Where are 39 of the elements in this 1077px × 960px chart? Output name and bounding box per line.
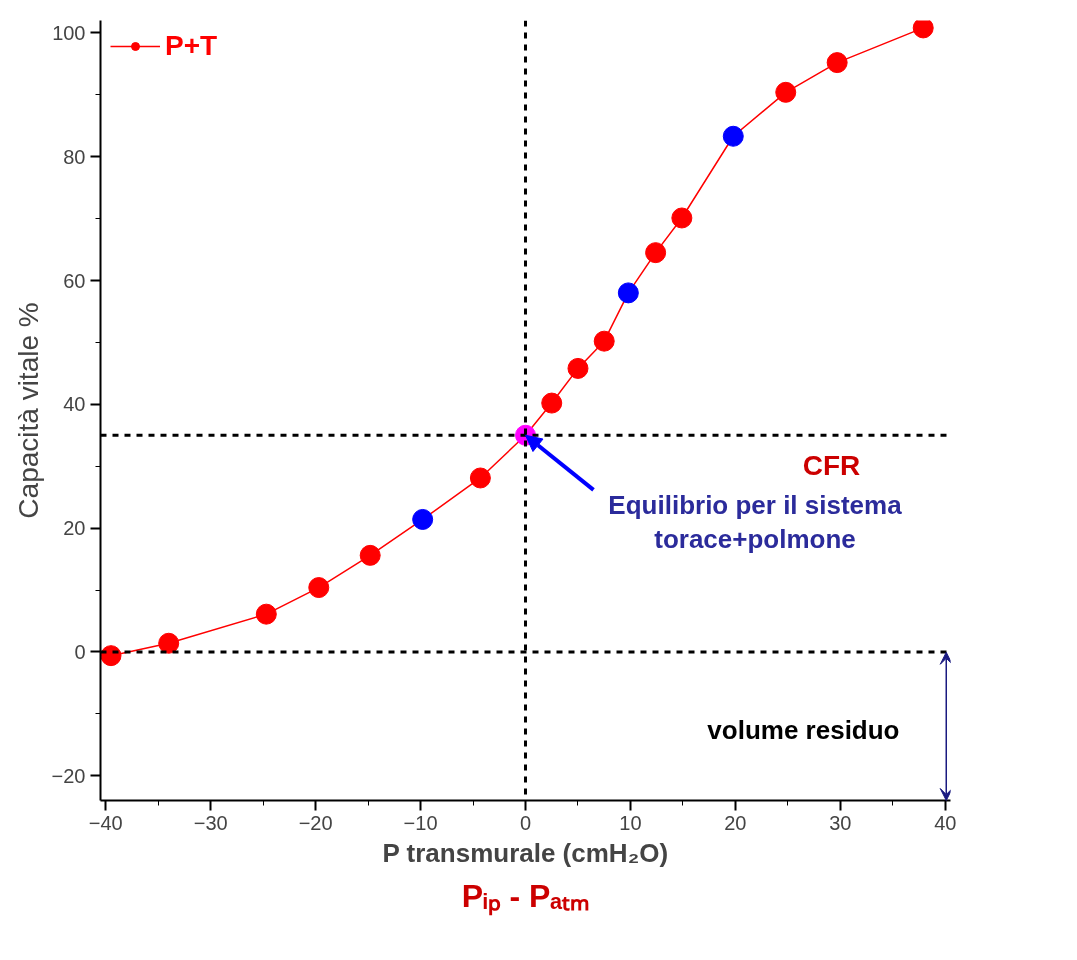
- x-tick-label: −30: [193, 811, 228, 834]
- point: [541, 392, 563, 414]
- point: [359, 544, 381, 566]
- y-tick-label: −20: [51, 764, 86, 787]
- y-tick-label: 100: [52, 21, 86, 44]
- annotation: Equilibrio per il sistema torace+polmone: [608, 490, 903, 555]
- y-tick-label: 60: [63, 269, 86, 292]
- annotation: volume residuo: [707, 715, 900, 746]
- x-tick-label: 30: [829, 811, 852, 834]
- point: [469, 467, 491, 489]
- legend-label: P+T: [165, 30, 218, 62]
- y-tick-label: 80: [63, 145, 86, 168]
- y-axis-title: Capacità vitale %: [12, 302, 44, 519]
- x-tick-label: −10: [403, 811, 438, 834]
- x-tick-label: 40: [934, 811, 957, 834]
- text: Pᵢₚ - Pₐₜₘ: [461, 877, 590, 916]
- point: [826, 52, 848, 74]
- annotation: CFR: [802, 449, 861, 481]
- x-tick-label: −20: [298, 811, 333, 834]
- point: [671, 207, 693, 229]
- point: [645, 242, 667, 264]
- x-tick-label: 10: [619, 811, 642, 834]
- point: [308, 577, 330, 599]
- y-tick-label: 0: [74, 640, 86, 663]
- y-tick-label: 40: [63, 393, 86, 416]
- point: [775, 81, 797, 103]
- point: [567, 357, 589, 379]
- x-tick-label: 0: [519, 811, 532, 834]
- y-tick-label: 20: [63, 517, 86, 540]
- x-axis-title: P transmurale (cmH₂O): [382, 837, 669, 868]
- x-tick-label: −40: [88, 811, 123, 834]
- x-tick-label: 20: [724, 811, 747, 834]
- point: [912, 20, 934, 39]
- point: [617, 282, 639, 304]
- point: [412, 508, 434, 530]
- point: [593, 330, 615, 352]
- point: [158, 632, 180, 654]
- point: [255, 603, 277, 625]
- point: [722, 125, 744, 147]
